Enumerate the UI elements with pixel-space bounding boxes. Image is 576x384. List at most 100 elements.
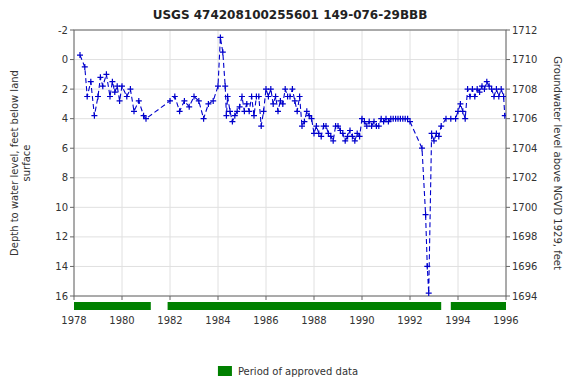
- y2-tick-label: 1706: [512, 113, 537, 124]
- legend-label: Period of approved data: [238, 366, 358, 377]
- grid: [74, 30, 506, 296]
- marker: [265, 94, 271, 100]
- y-axis-label-line: Depth to water level, feet below land: [9, 70, 20, 256]
- marker: [227, 108, 233, 114]
- grid-line: [122, 30, 123, 296]
- x-tick-label: 1994: [445, 315, 470, 326]
- marker: [270, 101, 276, 107]
- y-tick-label: 0: [62, 54, 68, 65]
- x-tick: [362, 296, 363, 300]
- marker: [220, 49, 226, 55]
- marker: [347, 127, 353, 133]
- x-tick-label: 1990: [349, 315, 374, 326]
- grid-line: [74, 266, 506, 267]
- approved-periods: [74, 302, 506, 310]
- y-tick-label: 4: [62, 113, 68, 124]
- series: [77, 34, 506, 296]
- marker: [498, 86, 504, 92]
- y2-tick: [506, 296, 510, 297]
- marker: [88, 79, 94, 85]
- y-tick-label: -2: [58, 25, 68, 36]
- x-tick: [314, 296, 315, 300]
- plot-frame: [74, 30, 506, 296]
- marker: [352, 138, 358, 144]
- period-bar: [74, 302, 151, 310]
- title: USGS 474208100255601 149-076-29BBB: [153, 8, 428, 22]
- marker: [100, 83, 106, 89]
- marker: [225, 94, 231, 100]
- marker: [222, 83, 228, 89]
- marker: [419, 145, 425, 151]
- marker: [131, 108, 137, 114]
- y-tick: [70, 89, 74, 90]
- marker: [97, 74, 103, 80]
- marker: [143, 116, 149, 122]
- y2-axis-label: Groundwater level above NGVD 1929, feet: [552, 56, 563, 270]
- y-tick-label: 16: [55, 291, 68, 302]
- marker: [323, 123, 329, 129]
- x-tick-label: 1980: [109, 315, 134, 326]
- y2-tick-label: 1712: [512, 25, 537, 36]
- marker: [275, 108, 281, 114]
- grid-line: [410, 30, 411, 296]
- grid-line: [266, 30, 267, 296]
- marker: [309, 116, 315, 122]
- y2-tick-label: 1702: [512, 172, 537, 183]
- marker: [244, 101, 250, 107]
- marker: [438, 123, 444, 129]
- y2-tick: [506, 30, 510, 31]
- y2-tick-label: 1708: [512, 84, 537, 95]
- y2-tick: [506, 59, 510, 60]
- marker: [246, 108, 252, 114]
- x-tick: [266, 296, 267, 300]
- marker: [181, 98, 187, 104]
- x-tick-label: 1986: [253, 315, 278, 326]
- marker: [172, 94, 178, 100]
- grid-line: [74, 177, 506, 178]
- marker: [177, 108, 183, 114]
- x-tick-label: 1978: [61, 315, 86, 326]
- marker: [191, 94, 197, 100]
- y-tick-label: 6: [62, 143, 68, 154]
- grid-line: [314, 30, 315, 296]
- marker: [117, 98, 123, 104]
- y-axis-label: Depth to water level, feet below landsur…: [9, 70, 32, 256]
- y2-tick-label: 1694: [512, 291, 537, 302]
- marker: [261, 108, 267, 114]
- y-tick: [70, 148, 74, 149]
- marker: [112, 89, 118, 95]
- y2-tick-label: 1700: [512, 202, 537, 213]
- grid-line: [74, 236, 506, 237]
- chart: -202468101214161694169616981700170217041…: [0, 0, 576, 384]
- marker: [196, 98, 202, 104]
- x-tick-label: 1982: [157, 315, 182, 326]
- y-tick-label: 12: [55, 231, 68, 242]
- marker: [357, 133, 363, 139]
- y-axis-label-line: surface: [21, 145, 32, 182]
- y2-tick: [506, 266, 510, 267]
- marker: [103, 71, 109, 77]
- grid-line: [170, 30, 171, 296]
- marker: [457, 101, 463, 107]
- marker: [109, 79, 115, 85]
- y2-tick-label: 1704: [512, 143, 537, 154]
- marker: [301, 119, 307, 125]
- y2-tick-label: 1698: [512, 231, 537, 242]
- y2-tick: [506, 148, 510, 149]
- marker: [124, 94, 130, 100]
- marker: [462, 116, 468, 122]
- x-tick-label: 1988: [301, 315, 326, 326]
- x-tick: [74, 296, 75, 300]
- x-tick: [122, 296, 123, 300]
- marker: [294, 108, 300, 114]
- grid-line: [74, 59, 506, 60]
- y-tick: [70, 266, 74, 267]
- marker: [201, 116, 207, 122]
- marker: [119, 83, 125, 89]
- y-tick-label: 14: [55, 261, 68, 272]
- y-tick: [70, 296, 74, 297]
- marker: [258, 123, 264, 129]
- marker: [501, 94, 506, 100]
- marker: [423, 212, 429, 218]
- marker: [472, 94, 478, 100]
